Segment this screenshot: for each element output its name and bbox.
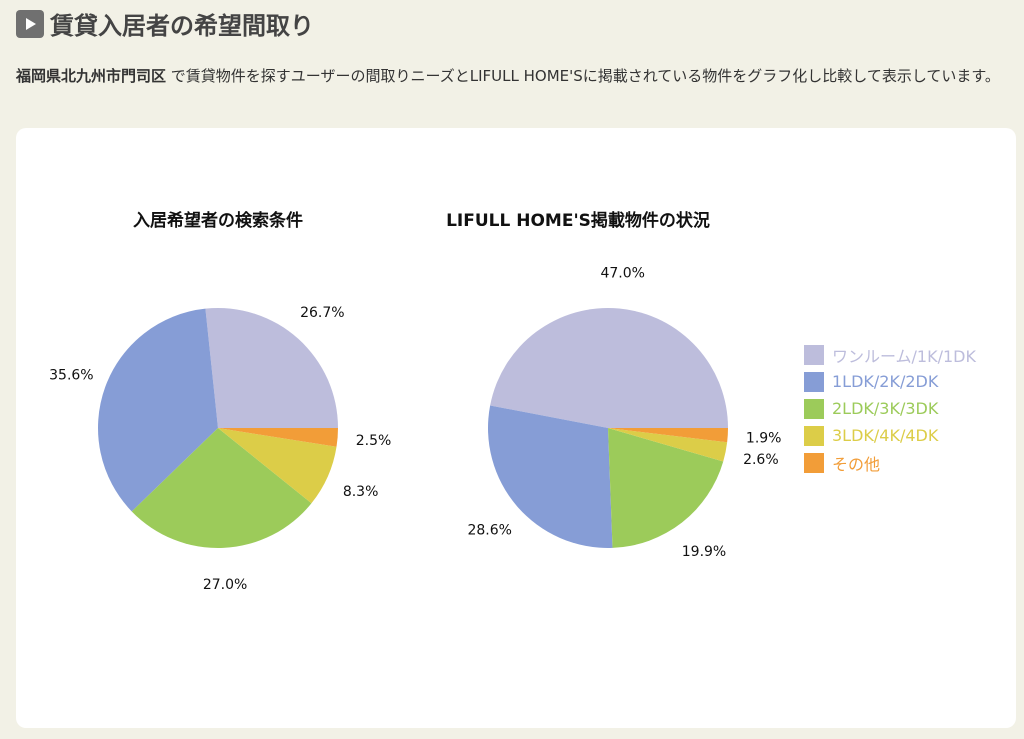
chart-title-listings: LIFULL HOME'S掲載物件の状況 (446, 211, 710, 231)
pie-slice (608, 428, 728, 462)
pie-slice (218, 428, 337, 504)
data-label: 2.5% (356, 433, 392, 449)
legend-swatch (804, 452, 824, 473)
legend-item: ワンルーム/1K/1DK (804, 341, 976, 368)
data-label: 8.3% (343, 484, 379, 500)
play-icon (16, 9, 44, 38)
legend-item: 1LDK/2K/2DK (804, 368, 976, 395)
section-header: 賃貸入居者の希望間取り (16, 6, 314, 41)
pie-slice (490, 307, 728, 428)
legend-item: その他 (804, 449, 976, 476)
legend-label: ワンルーム/1K/1DK (832, 346, 976, 366)
pie-slice (205, 307, 338, 428)
page-title: 賃貸入居者の希望間取り (50, 12, 314, 40)
legend-swatch (804, 371, 824, 392)
pie-slice (97, 308, 218, 512)
pie-slice (218, 428, 338, 447)
pie-slice (488, 405, 613, 548)
legend-swatch (804, 398, 824, 419)
data-label: 19.9% (682, 544, 726, 560)
data-label: 1.9% (746, 430, 782, 446)
data-label: 28.6% (467, 523, 511, 539)
legend-item: 3LDK/4K/4DK (804, 422, 976, 449)
data-label: 47.0% (600, 266, 644, 282)
legend-swatch (804, 425, 824, 446)
pie-slice (608, 428, 728, 443)
data-label: 2.6% (743, 452, 779, 468)
legend-swatch (804, 344, 824, 365)
legend-label: 1LDK/2K/2DK (832, 372, 939, 391)
legend: ワンルーム/1K/1DK 1LDK/2K/2DK 2LDK/3K/3DK 3LD… (804, 341, 976, 476)
legend-label: 3LDK/4K/4DK (832, 426, 939, 445)
pie-slice (131, 428, 312, 549)
legend-label: 2LDK/3K/3DK (832, 399, 939, 418)
area-name: 福岡県北九州市門司区 (16, 67, 167, 85)
chart-title-seekers: 入居希望者の検索条件 (133, 211, 303, 231)
pie-slice (608, 428, 724, 548)
legend-item: 2LDK/3K/3DK (804, 395, 976, 422)
description-text: で賃貸物件を探すユーザーの間取りニーズとLIFULL HOME'Sに掲載されてい… (166, 67, 1000, 85)
data-label: 35.6% (49, 368, 93, 384)
legend-label: その他 (832, 454, 881, 474)
description: 福岡県北九州市門司区 で賃貸物件を探すユーザーの間取りニーズとLIFULL HO… (16, 64, 1016, 89)
data-label: 27.0% (203, 577, 247, 593)
data-label: 26.7% (300, 305, 344, 321)
